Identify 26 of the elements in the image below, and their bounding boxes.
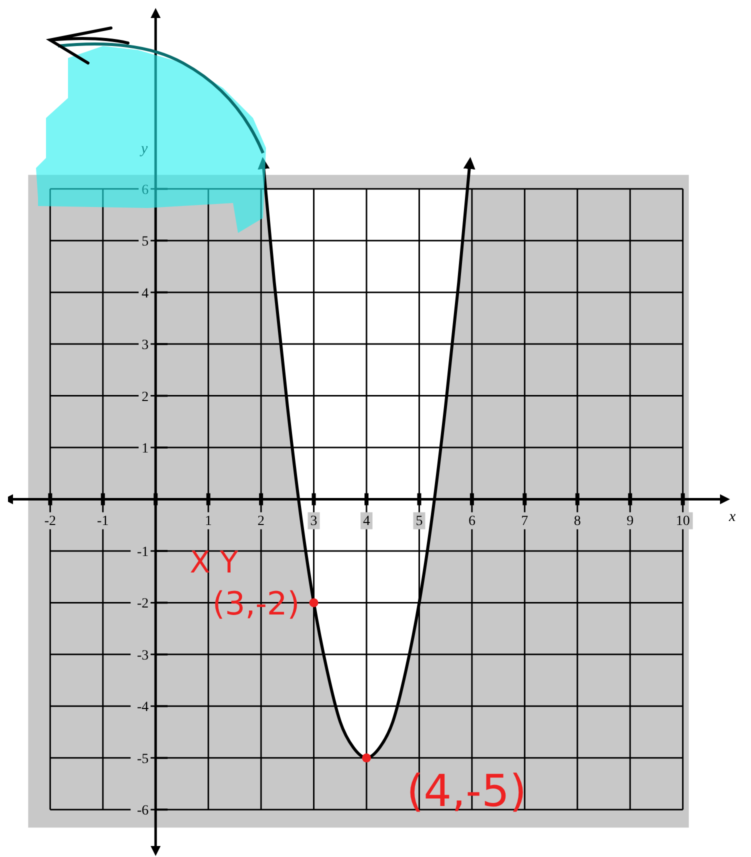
y-tick-label: -3 — [136, 648, 149, 664]
x-tick-label: 2 — [258, 514, 265, 530]
x-tick-label: 4 — [363, 514, 370, 530]
y-tick-label: -2 — [136, 596, 149, 612]
x-tick-label: 8 — [574, 514, 581, 530]
x-tick-label: 9 — [626, 514, 634, 530]
x-tick-label: 5 — [416, 514, 423, 530]
y-tick-label: 5 — [142, 234, 149, 250]
y-tick-label: -5 — [136, 752, 149, 767]
x-axis-title: x — [728, 509, 736, 526]
y-tick-label: -6 — [136, 804, 149, 819]
x-tick-label: 3 — [310, 514, 318, 530]
y-tick-label: 2 — [142, 390, 149, 405]
y-tick-label: 1 — [142, 442, 149, 457]
y-tick-label: 4 — [142, 286, 149, 302]
y-tick-label: 3 — [142, 338, 149, 354]
y-tick-label: -4 — [136, 700, 149, 716]
x-tick-label: 7 — [521, 514, 528, 530]
x-tick-label: 6 — [468, 514, 476, 530]
x-tick-label: -1 — [97, 514, 109, 530]
x-tick-label: -2 — [44, 514, 56, 530]
y-tick-label: -1 — [136, 544, 149, 560]
x-tick-label: 1 — [204, 514, 212, 530]
y-tick-label: 6 — [142, 182, 149, 198]
y-axis-title: y — [138, 141, 148, 157]
x-tick-label: 10 — [676, 514, 690, 530]
